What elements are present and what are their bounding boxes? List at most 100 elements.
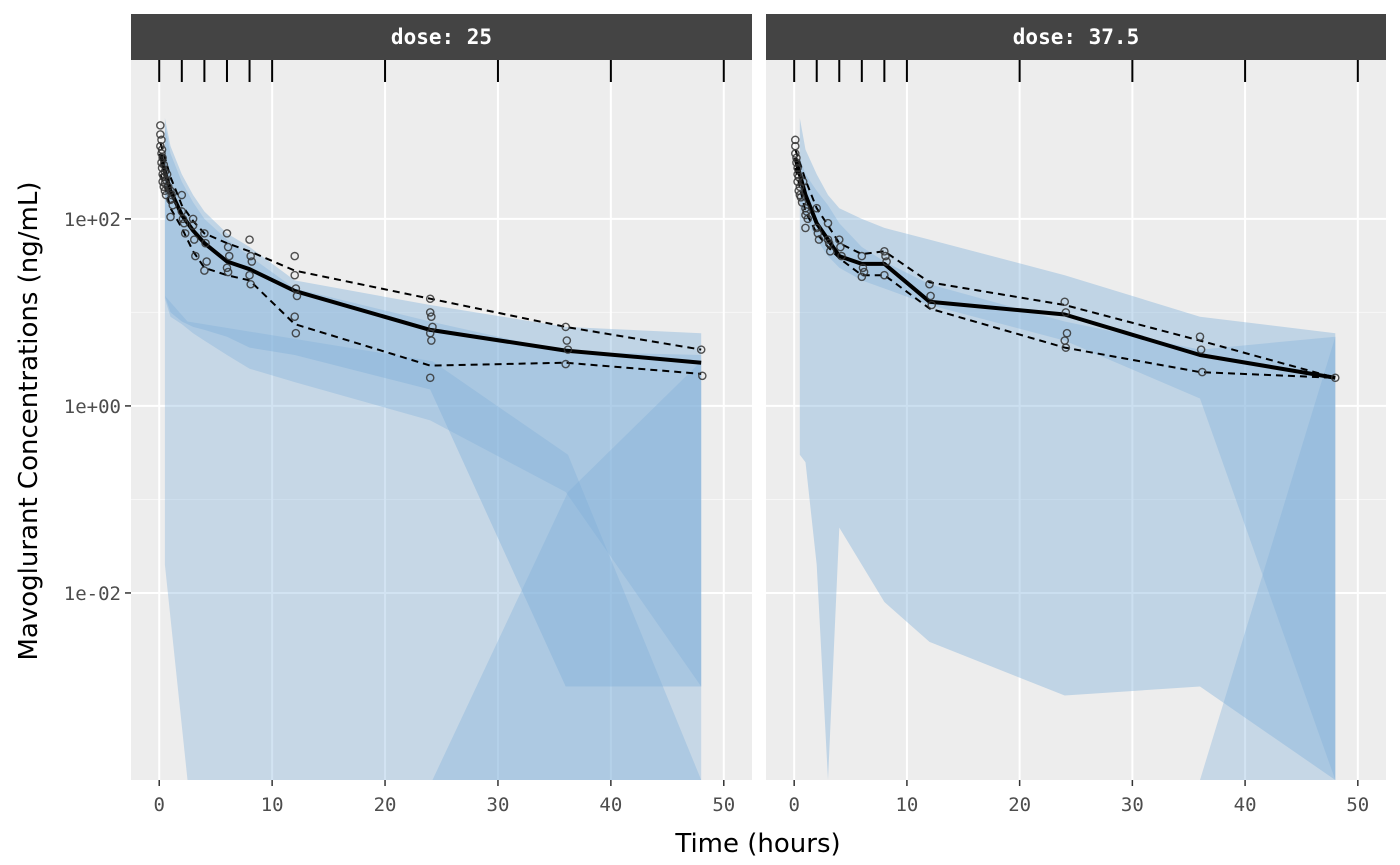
data-point — [179, 218, 189, 228]
x-tick-label: 50 — [712, 794, 735, 816]
x-tick-label: 10 — [261, 794, 284, 816]
data-point — [246, 279, 255, 289]
data-point — [796, 193, 806, 202]
prediction-band — [799, 336, 1336, 780]
y-tick-label: 1e-02 — [64, 583, 121, 605]
facet-strip-label: dose: 25 — [391, 25, 492, 49]
data-point — [791, 149, 800, 158]
data-point — [824, 238, 834, 248]
percentile-line-median — [793, 157, 1336, 380]
data-point — [427, 312, 436, 321]
x-tick-label: 0 — [154, 794, 165, 816]
data-point — [290, 251, 300, 261]
data-point — [881, 251, 890, 261]
data-point — [160, 167, 170, 176]
prediction-band — [432, 361, 702, 780]
data-point — [793, 177, 802, 186]
data-point — [794, 172, 803, 182]
data-point — [290, 270, 300, 280]
x-tick-label: 0 — [788, 794, 799, 816]
percentile-line-lower — [159, 173, 702, 375]
data-point — [825, 247, 835, 256]
data-point — [561, 359, 571, 369]
data-point — [178, 214, 188, 224]
data-point — [166, 212, 175, 222]
data-point — [561, 322, 571, 332]
panel-background — [131, 60, 752, 780]
data-point — [1061, 308, 1071, 317]
data-point — [425, 308, 435, 317]
data-point — [180, 229, 190, 238]
data-point — [246, 251, 255, 261]
data-point — [245, 270, 254, 280]
x-tick-label: 40 — [599, 794, 622, 816]
data-point — [698, 371, 707, 381]
prediction-band — [164, 118, 702, 687]
data-point — [925, 279, 934, 289]
data-point — [801, 223, 810, 233]
data-point — [798, 177, 808, 186]
data-point — [166, 186, 175, 196]
data-point — [290, 312, 300, 321]
data-point — [157, 158, 166, 167]
y-tick-label: 1e+02 — [64, 209, 121, 231]
data-point — [191, 251, 200, 261]
data-point — [425, 373, 435, 383]
data-point — [823, 235, 833, 244]
data-point — [200, 229, 209, 238]
y-tick-label: 1e+00 — [64, 396, 121, 418]
data-point — [202, 257, 211, 266]
data-point — [857, 272, 867, 282]
panel-background — [766, 60, 1386, 780]
data-point — [291, 328, 301, 338]
data-point — [880, 247, 889, 256]
data-point — [792, 153, 801, 163]
data-point — [1197, 367, 1207, 377]
data-point — [696, 345, 706, 354]
facet-strip-label: dose: 37.5 — [1013, 25, 1139, 49]
y-axis-title: Mavoglurant Concentrations (ng/mL) — [14, 181, 44, 660]
x-tick-label: 20 — [1008, 794, 1031, 816]
data-point — [926, 291, 935, 301]
data-point — [201, 238, 210, 248]
data-point — [200, 266, 209, 275]
percentile-line-upper — [794, 149, 1336, 379]
data-point — [1060, 297, 1070, 307]
data-point — [157, 145, 167, 154]
data-point — [858, 263, 868, 273]
prediction-band — [164, 295, 702, 780]
prediction-band — [799, 157, 1336, 781]
data-point — [156, 130, 165, 139]
data-point — [812, 223, 822, 233]
data-point — [812, 203, 822, 213]
data-point — [245, 235, 254, 244]
data-point — [157, 135, 166, 145]
data-point — [247, 257, 257, 266]
x-tick-label: 30 — [487, 794, 510, 816]
data-point — [792, 158, 801, 167]
data-point — [882, 257, 891, 266]
facet-strip — [766, 14, 1386, 60]
data-point — [836, 242, 845, 252]
facet-strip — [131, 14, 752, 60]
data-point — [563, 345, 573, 354]
facet-panel-1: dose: 25 0 10 20 30 40 50 1e-02 1e+00 1e+02 — [64, 14, 752, 816]
data-point — [793, 163, 802, 173]
x-axis-title: Time (hours) — [674, 829, 840, 859]
x-tick-label: 50 — [1346, 794, 1369, 816]
data-point — [168, 200, 178, 210]
data-point — [427, 336, 436, 345]
data-point — [1330, 373, 1340, 383]
facet-panels: dose: 25 0 10 20 30 40 50 1e-02 1e+00 1e+02 dose: … — [64, 14, 1386, 816]
data-point — [1195, 332, 1205, 341]
data-point — [224, 251, 234, 261]
data-point — [166, 195, 175, 205]
data-point — [813, 229, 823, 238]
data-point — [837, 251, 846, 261]
data-point — [814, 235, 824, 244]
data-point — [156, 121, 165, 130]
data-point — [791, 135, 800, 145]
data-point — [562, 336, 572, 345]
data-point — [859, 267, 869, 277]
data-point — [167, 190, 176, 200]
